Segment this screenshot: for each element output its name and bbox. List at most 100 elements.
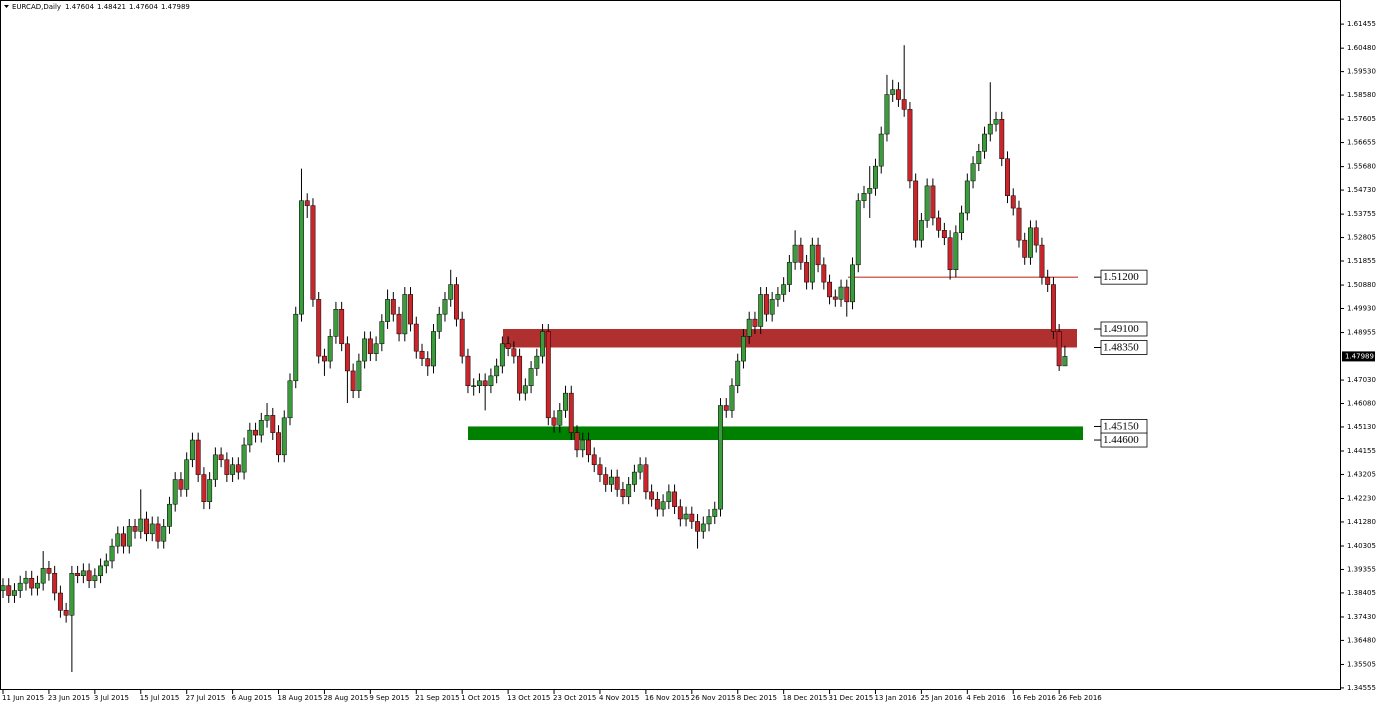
candle-body	[373, 343, 379, 354]
y-tick-label: 1.56655	[1347, 139, 1376, 147]
candle-body	[930, 185, 936, 219]
candle-body	[46, 568, 52, 574]
candle-body	[643, 464, 649, 493]
resistance-label-box	[1100, 269, 1148, 285]
candle-body	[959, 212, 965, 233]
candle-body	[545, 331, 551, 419]
candle-body	[718, 405, 723, 510]
candle-body	[873, 165, 878, 189]
candle-body	[792, 244, 798, 263]
candle-body	[895, 89, 901, 100]
y-tick-label: 1.34555	[1347, 684, 1376, 692]
candle-body	[103, 560, 109, 567]
candle-body	[827, 281, 833, 298]
candle-body	[867, 188, 873, 194]
candle-body	[57, 592, 63, 611]
candle-body	[1062, 356, 1068, 367]
x-tick-label: 21 Sep 2015	[415, 694, 459, 702]
candle-body	[517, 355, 523, 394]
candle-body	[92, 575, 98, 581]
candle-body	[367, 338, 373, 354]
candle-body	[327, 336, 333, 362]
candle-body	[339, 308, 345, 345]
candle-body	[350, 370, 356, 391]
candle-body	[299, 200, 304, 315]
candle-body	[735, 360, 741, 386]
y-tick-label: 1.45130	[1347, 423, 1376, 431]
candle-body	[781, 284, 787, 295]
candle-body	[115, 533, 121, 547]
y-tick-label: 1.54730	[1347, 186, 1376, 194]
x-tick-label: 23 Oct 2015	[553, 694, 596, 702]
candle-body	[758, 294, 764, 327]
y-tick-label: 1.57605	[1347, 115, 1376, 123]
candle-body	[476, 380, 482, 386]
x-tick-label: 15 Jul 2015	[140, 694, 180, 702]
candle-body	[752, 318, 758, 327]
candle-body	[786, 262, 792, 285]
candle-body	[189, 439, 195, 461]
candle-body	[695, 521, 700, 532]
y-tick-label: 1.39355	[1347, 565, 1376, 573]
y-tick-label: 1.36480	[1347, 636, 1376, 644]
candle-body	[385, 299, 391, 322]
candle-body	[763, 294, 769, 315]
candle-body	[821, 264, 827, 283]
candle-body	[809, 244, 815, 283]
zone-bottom-label: 1.44600	[1103, 434, 1139, 446]
x-tick-label: 16 Feb 2016	[1012, 694, 1056, 702]
candle-body	[970, 163, 976, 182]
candle-body	[918, 220, 924, 241]
y-tick-label: 1.37430	[1347, 613, 1376, 621]
zone-bottom-label: 1.48350	[1103, 342, 1139, 354]
candle-body	[936, 217, 942, 231]
candle-body	[212, 454, 218, 480]
x-tick-label: 6 Aug 2015	[232, 694, 272, 702]
y-tick-label: 1.52805	[1347, 234, 1376, 242]
x-tick-label: 3 Jul 2015	[94, 694, 129, 702]
candle-body	[964, 180, 970, 214]
x-tick-label: 26 Nov 2015	[691, 694, 736, 702]
y-tick-label: 1.60480	[1347, 44, 1376, 52]
candle-body	[264, 415, 270, 421]
candle-body	[144, 518, 149, 535]
candle-body	[253, 429, 259, 436]
x-tick-label: 11 Jun 2015	[2, 694, 44, 702]
x-tick-label: 27 Jul 2015	[186, 694, 226, 702]
candle-body	[333, 308, 339, 337]
candle-body	[987, 123, 993, 135]
menu-arrow[interactable]	[4, 5, 9, 8]
candle-body	[12, 590, 17, 596]
candle-body	[976, 151, 982, 164]
candle-body	[270, 415, 276, 433]
candle-body	[344, 343, 350, 372]
candle-body	[1010, 195, 1016, 209]
x-tick-label: 31 Dec 2015	[829, 694, 874, 702]
candle-body	[982, 133, 987, 152]
candle-body	[1050, 284, 1056, 332]
y-tick-label: 1.58580	[1347, 91, 1376, 99]
y-tick-label: 1.35505	[1347, 660, 1376, 668]
candle-body	[505, 343, 511, 349]
y-tick-label: 1.43205	[1347, 470, 1376, 478]
candle-body	[69, 573, 75, 616]
candle-body	[75, 573, 81, 576]
candle-body	[1045, 276, 1051, 285]
candle-body	[832, 296, 838, 300]
candle-body	[729, 385, 735, 411]
candle-body	[230, 464, 236, 475]
candle-body	[287, 380, 293, 419]
y-tick-label: 1.48955	[1347, 329, 1376, 337]
candle-body	[511, 348, 517, 357]
candle-body	[924, 185, 930, 221]
candle-body	[1005, 158, 1010, 196]
candle-body	[999, 118, 1005, 159]
candle-body	[390, 299, 396, 315]
candle-body	[425, 358, 431, 367]
candle-body	[677, 506, 683, 520]
header-value: 1.48421	[97, 3, 126, 11]
candle-body	[379, 321, 385, 345]
candle-body	[402, 294, 408, 335]
x-tick-label: 9 Sep 2015	[369, 694, 409, 702]
